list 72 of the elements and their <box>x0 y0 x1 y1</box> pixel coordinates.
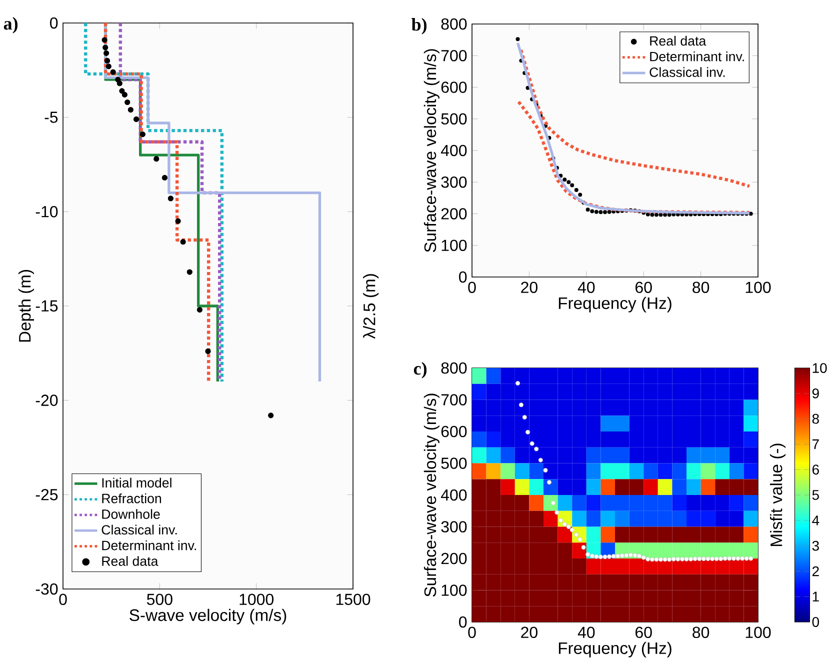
legend-label: Real data <box>102 556 158 566</box>
color-bar-label: 8 <box>812 414 819 424</box>
chart-title: b) <box>412 18 426 34</box>
color-bar-label: 1 <box>812 592 819 602</box>
y-tick-label: 100 <box>442 240 467 252</box>
color-bar-title: Misfit value (-) <box>770 444 786 546</box>
y-axis-title: Surface-wave velocity (m/s) <box>424 49 440 252</box>
y-tick-label: -5 <box>44 112 58 123</box>
y-tick-label: 200 <box>441 208 467 220</box>
y-tick-label: 200 <box>441 552 467 564</box>
y-tick-label: 500 <box>441 113 467 125</box>
legend-label: Initial model <box>102 478 172 488</box>
y-tick-label: -30 <box>36 583 58 595</box>
x-tick-label: 60 <box>636 282 652 294</box>
legend-label: Determinant inv. <box>650 52 744 62</box>
color-bar-label: 9 <box>812 388 819 398</box>
legend-label: Classical inv. <box>650 67 725 77</box>
x-axis-title: Frequency (Hz) <box>558 296 672 312</box>
chart-title: c) <box>414 362 427 378</box>
color-bar-label: 2 <box>812 566 819 576</box>
x-tick-label: 80 <box>692 626 710 638</box>
y-tick-label: -25 <box>36 489 58 500</box>
y-tick-label: 100 <box>442 584 467 596</box>
x-tick-label: 80 <box>692 282 710 294</box>
color-bar-label: 5 <box>812 490 819 500</box>
y-tick-label: 500 <box>441 458 467 469</box>
color-bar-label: 7 <box>812 439 819 450</box>
x-axis-title: S-wave velocity (m/s) <box>130 608 286 624</box>
legend-label: Refraction <box>102 493 162 504</box>
color-bar-label: 10 <box>812 363 827 373</box>
x-tick-label: 60 <box>636 626 652 638</box>
y-tick-label: 400 <box>440 144 467 156</box>
legend-label: Real data <box>650 36 706 46</box>
x-tick-label: 100 <box>746 626 771 638</box>
x-tick-label: 500 <box>146 594 172 606</box>
y-tick-label: -20 <box>36 394 58 406</box>
x-tick-label: 0 <box>59 594 67 606</box>
x-tick-label: 1000 <box>240 594 274 606</box>
color-bar-label: 0 <box>812 617 819 627</box>
x-tick-label: 100 <box>746 282 771 294</box>
y-tick-label: 700 <box>441 50 467 62</box>
y-tick-label: -15 <box>36 300 58 312</box>
color-bar-label: 6 <box>812 464 819 475</box>
x-tick-label: 20 <box>521 282 538 294</box>
color-bar-label: 4 <box>812 516 820 526</box>
x-tick-label: 1500 <box>336 594 370 606</box>
chart-title: a) <box>4 17 18 34</box>
y-tick-label: 400 <box>440 489 467 501</box>
y-axis-title: Depth (m) <box>18 270 34 342</box>
y2-axis-title: λ/2.5 (m) <box>363 274 379 339</box>
x-axis-title: Frequency (Hz) <box>558 642 672 658</box>
y-tick-label: 600 <box>441 82 467 93</box>
x-tick-label: 40 <box>578 626 595 638</box>
legend-label: Classical inv. <box>102 524 177 535</box>
y-tick-label: 0 <box>459 616 467 628</box>
legend-label: Determinant inv. <box>102 540 196 550</box>
y-tick-label: 0 <box>459 271 467 283</box>
y-tick-label: 800 <box>441 18 467 30</box>
y-axis-title: Surface-wave velocity (m/s) <box>424 394 440 597</box>
y-tick-label: 300 <box>441 176 467 188</box>
x-tick-label: 0 <box>468 282 476 294</box>
x-tick-label: 40 <box>578 282 595 294</box>
y-tick-label: -10 <box>36 206 58 218</box>
y-tick-label: 600 <box>441 426 467 438</box>
color-bar-label: 3 <box>812 540 819 551</box>
y-tick-label: 800 <box>441 362 467 374</box>
x-tick-label: 0 <box>468 626 476 638</box>
y-tick-label: 300 <box>441 521 467 532</box>
y-tick-label: 0 <box>50 17 58 29</box>
y-tick-label: 700 <box>441 394 467 406</box>
x-tick-label: 20 <box>521 626 538 638</box>
legend-label: Downhole <box>102 509 160 519</box>
